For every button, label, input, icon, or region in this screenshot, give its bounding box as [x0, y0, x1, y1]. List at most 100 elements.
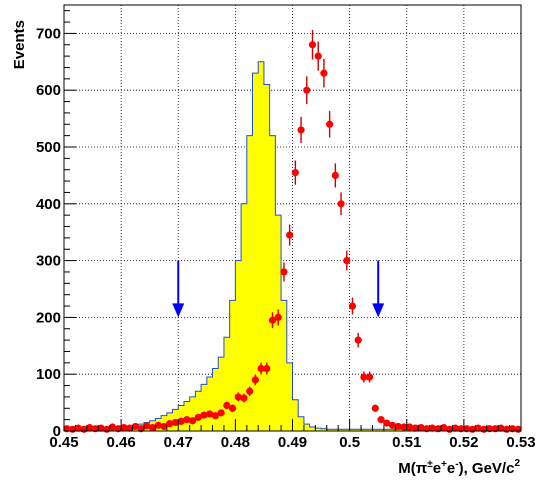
- data-point: [411, 424, 419, 432]
- x-tick-label-8: 0.53: [506, 434, 535, 451]
- histogram-bar: [395, 429, 402, 431]
- data-point: [234, 393, 242, 401]
- x-tick-label-3: 0.48: [221, 434, 250, 451]
- data-point: [440, 423, 448, 432]
- histogram-bar: [269, 135, 276, 431]
- histogram-bar: [303, 424, 310, 431]
- data-point: [240, 394, 248, 402]
- y-tick-label-7: 700: [36, 25, 61, 42]
- y-tick-label-6: 600: [36, 82, 61, 99]
- data-point: [228, 404, 237, 412]
- data-point: [143, 422, 151, 430]
- histogram-bar: [189, 396, 196, 431]
- x-tick-label-1: 0.46: [107, 434, 136, 451]
- data-point: [177, 417, 185, 425]
- histogram-bar: [195, 391, 202, 431]
- histogram-bar: [389, 429, 396, 431]
- histogram-bar: [326, 429, 333, 431]
- x-tick-label-6: 0.51: [392, 434, 421, 451]
- histogram-series: [63, 61, 522, 432]
- x-tick-label-5: 0.5: [339, 434, 360, 451]
- data-point: [348, 302, 357, 310]
- data-point: [400, 423, 408, 431]
- data-point: [377, 416, 385, 424]
- data-point: [337, 200, 345, 208]
- data-point: [194, 413, 202, 421]
- data-point: [297, 126, 305, 134]
- y-tick-label-5: 500: [36, 139, 61, 156]
- data-point: [97, 424, 105, 432]
- data-point: [360, 373, 368, 381]
- data-point: [308, 41, 317, 49]
- histogram-bar: [343, 429, 350, 431]
- data-point: [166, 420, 174, 428]
- histogram-bar: [321, 428, 328, 431]
- histogram-bar: [206, 377, 213, 431]
- data-point: [154, 421, 162, 429]
- data-point: [451, 424, 459, 432]
- data-point: [383, 419, 391, 427]
- histogram-bar: [309, 427, 316, 431]
- data-point: [274, 313, 282, 321]
- histogram-bar: [292, 399, 299, 431]
- data-point: [268, 316, 277, 324]
- data-point: [394, 422, 402, 431]
- data-point: [291, 168, 299, 177]
- y-tick-labels: 0 100 200 300 400 500 600 700: [36, 25, 61, 440]
- histogram-bar: [378, 429, 385, 431]
- data-point: [126, 424, 134, 432]
- y-tick-label-4: 400: [36, 196, 61, 213]
- data-point: [474, 424, 482, 432]
- data-point: [217, 409, 225, 417]
- histogram-bar: [361, 429, 368, 431]
- x-tick-label-7: 0.52: [449, 434, 478, 451]
- x-tick-label-4: 0.49: [278, 434, 307, 451]
- data-point: [74, 424, 82, 432]
- data-point: [148, 423, 157, 432]
- data-point: [428, 424, 437, 432]
- data-point: [131, 422, 140, 431]
- histogram-bar: [241, 203, 248, 431]
- x-tick-label-0: 0.45: [49, 434, 78, 451]
- y-axis-label: Events: [11, 20, 28, 69]
- data-point: [366, 373, 374, 381]
- histogram-bar: [332, 429, 339, 431]
- data-point: [206, 410, 214, 418]
- data-point: [280, 268, 288, 276]
- histogram-bar: [218, 357, 225, 431]
- data-point: [200, 411, 208, 419]
- data-point: [343, 257, 351, 265]
- histogram-bar: [355, 429, 362, 431]
- data-point: [303, 86, 311, 94]
- data-point: [326, 120, 334, 128]
- histogram-bar: [229, 300, 236, 431]
- y-tick-label-1: 100: [36, 366, 61, 383]
- histogram-bar: [223, 337, 230, 431]
- data-point: [188, 417, 197, 425]
- data-point: [497, 424, 505, 432]
- histogram-bar: [286, 362, 293, 431]
- data-point: [286, 231, 294, 239]
- data-point: [354, 336, 362, 344]
- data-point: [314, 52, 322, 60]
- y-tick-label-0: 0: [53, 423, 61, 440]
- axes-frame: [63, 4, 522, 432]
- arrow-head-0: [172, 303, 185, 318]
- data-point: [246, 387, 254, 395]
- data-point: [86, 423, 94, 432]
- histogram-bar: [246, 135, 253, 431]
- histogram-bar: [212, 368, 219, 431]
- histogram-bar: [372, 429, 379, 431]
- histogram-outline: [63, 61, 521, 431]
- data-point: [371, 404, 379, 412]
- data-point: [257, 364, 265, 373]
- data-point: [223, 401, 231, 410]
- histogram-bar: [383, 429, 390, 431]
- histogram-bar: [338, 429, 345, 431]
- histogram-bar: [298, 416, 305, 431]
- data-point: [406, 423, 414, 431]
- data-point: [171, 418, 179, 427]
- histogram-bar: [281, 300, 288, 431]
